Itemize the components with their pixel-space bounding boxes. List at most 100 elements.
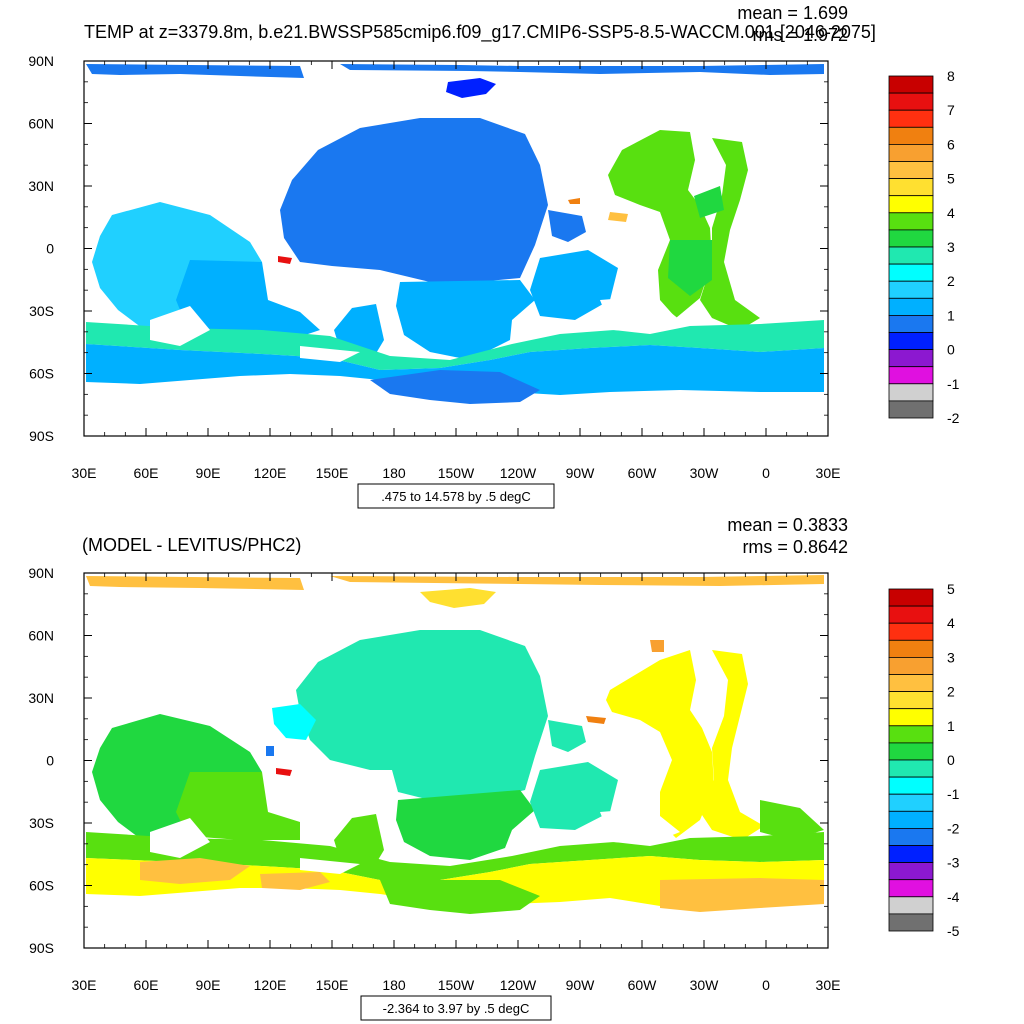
colorbar-swatch (888, 212, 934, 231)
colorbar-swatch (888, 810, 934, 829)
colorbar-swatch (888, 862, 934, 881)
lat-label: 90S (29, 940, 54, 956)
colorbar-swatch (888, 383, 934, 402)
colorbar-label: -5 (947, 923, 960, 939)
colorbar-swatch (888, 280, 934, 299)
colorbar-swatch (888, 126, 934, 145)
colorbar-swatch (888, 828, 934, 846)
colorbar-swatch (888, 776, 934, 795)
lon-label: 30E (816, 465, 841, 481)
panel-bottom-lat-axis: 90N 60N 30N 0 30S 60S 90S (28, 565, 828, 956)
colorbar-swatch (888, 92, 934, 111)
colorbar-swatch (888, 263, 934, 282)
colorbar-swatch (888, 742, 934, 761)
lon-label: 30E (72, 465, 97, 481)
lon-label: 60E (134, 465, 159, 481)
panel-top: TEMP at z=3379.8m, b.e21.BWSSP585cmip6.f… (28, 3, 960, 509)
colorbar-swatch (888, 879, 934, 898)
colorbar-swatch (888, 913, 934, 932)
lon-label: 150W (438, 977, 475, 993)
lon-label: 60E (134, 977, 159, 993)
lon-label: 120W (500, 465, 537, 481)
colorbar-swatch (888, 297, 934, 316)
colorbar-swatch (888, 229, 934, 248)
panel-top-lat-axis: 90N 60N 30N 0 30S 60S 90S (28, 53, 828, 444)
lon-label: 120W (500, 977, 537, 993)
colorbar-swatch (888, 314, 934, 333)
lat-label: 30N (28, 690, 54, 706)
panel-top-mean: mean = 1.699 (737, 3, 848, 23)
colorbar-swatch (888, 845, 934, 864)
colorbar-label: 5 (947, 171, 955, 187)
lon-label: 0 (762, 465, 770, 481)
panel-top-rms: rms = 1.972 (752, 25, 848, 45)
lon-label: 90W (566, 465, 596, 481)
colorbar-label: 2 (947, 684, 955, 700)
colorbar-swatch (888, 246, 934, 265)
lon-label: 30E (72, 977, 97, 993)
lon-label: 30E (816, 977, 841, 993)
colorbar-swatch (888, 195, 934, 214)
colorbar-swatch (888, 639, 934, 658)
colorbar-swatch (888, 657, 934, 675)
colorbar-label: -1 (947, 786, 960, 802)
lon-label: 180 (382, 977, 406, 993)
colorbar-swatch (888, 332, 934, 351)
lat-label: 90S (29, 428, 54, 444)
panel-bottom-range-label: -2.364 to 3.97 by .5 degC (383, 1001, 530, 1016)
panel-bottom-mean: mean = 0.3833 (727, 515, 848, 535)
colorbar-label: -2 (947, 820, 960, 836)
colorbar-label: 4 (947, 205, 955, 221)
lon-label: 30W (690, 465, 720, 481)
panel-bottom-title: (MODEL - LEVITUS/PHC2) (82, 535, 301, 555)
lat-label: 30N (28, 178, 54, 194)
lon-label: 150W (438, 465, 475, 481)
colorbar-swatch (888, 400, 934, 419)
colorbar-label: 3 (947, 239, 955, 255)
lon-label: 0 (762, 977, 770, 993)
panel-top-range-label: .475 to 14.578 by .5 degC (381, 489, 531, 504)
lon-label: 90E (196, 465, 221, 481)
colorbar-swatch (888, 691, 934, 710)
lon-label: 120E (254, 465, 287, 481)
lon-label: 120E (254, 977, 287, 993)
colorbar-label: -2 (947, 410, 960, 426)
colorbar-swatch (888, 708, 934, 727)
lat-label: 90N (28, 53, 54, 69)
lat-label: 30S (29, 303, 54, 319)
panel-bottom-range-box (360, 995, 552, 1021)
colorbar-label: -3 (947, 855, 960, 871)
panel-bottom-colorbar: 5 4 3 2 1 0 -1 -2 -3 -4 -5 (888, 581, 960, 939)
panel-bottom-map-field (86, 575, 824, 914)
colorbar-label: 7 (947, 102, 955, 118)
colorbar-swatch (888, 161, 934, 180)
colorbar-label: 1 (947, 718, 955, 734)
lat-label: 90N (28, 565, 54, 581)
colorbar-swatch (888, 725, 934, 744)
colorbar-swatch (888, 349, 934, 368)
panel-top-map-field (86, 64, 824, 404)
colorbar-swatch (888, 75, 934, 94)
colorbar-label: 3 (947, 649, 955, 665)
panel-bottom-lon-axis: 30E 60E 90E 120E 150E 180 150W 120W 90W 60W 30W 0 30… (72, 573, 841, 993)
colorbar-label: 0 (947, 752, 955, 768)
lon-label: 90E (196, 977, 221, 993)
colorbar-swatch (888, 759, 934, 778)
lon-label: 90W (566, 977, 596, 993)
colorbar-label: 4 (947, 615, 955, 631)
colorbar-label: 2 (947, 273, 955, 289)
lon-label: 180 (382, 465, 406, 481)
colorbar-swatch (888, 143, 934, 162)
colorbar-swatch (888, 366, 934, 385)
colorbar-swatch (888, 622, 934, 641)
colorbar-swatch (888, 605, 934, 624)
lat-label: 60N (28, 628, 54, 644)
lon-label: 150E (316, 977, 349, 993)
panel-top-range-box (357, 483, 555, 509)
colorbar-label: 6 (947, 136, 955, 152)
panel-top-title: TEMP at z=3379.8m, b.e21.BWSSP585cmip6.f… (84, 22, 876, 43)
colorbar-swatch (888, 588, 934, 607)
panel-bottom: (MODEL - LEVITUS/PHC2) mean = 0.3833 rms… (28, 515, 960, 1021)
lon-label: 60W (628, 977, 658, 993)
